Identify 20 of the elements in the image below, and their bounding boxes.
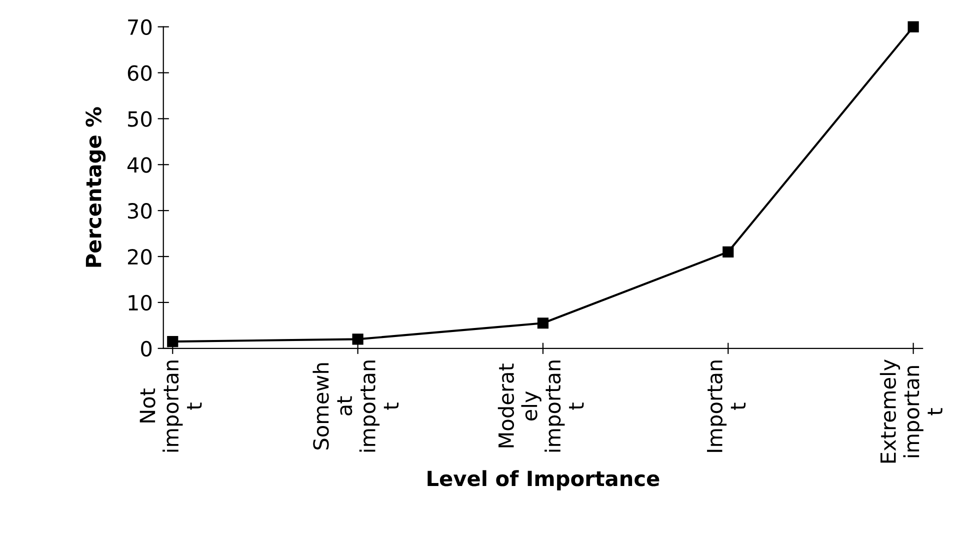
x-tick-label: Not importan t xyxy=(140,360,202,452)
point xyxy=(908,21,919,32)
x-tick-label: Importan t xyxy=(707,360,746,452)
point xyxy=(537,318,549,329)
point xyxy=(167,336,178,348)
x-tick-label: Somewh at importan t xyxy=(312,360,399,452)
point xyxy=(722,246,734,258)
y-tick-label: 20 xyxy=(128,248,152,265)
y-tick-label: 0 xyxy=(141,340,152,357)
y-tick-label: 30 xyxy=(128,203,152,219)
x-tick-label: Moderat ely importan t xyxy=(498,360,584,452)
y-tick-label: 40 xyxy=(127,157,152,173)
x-axis-title: Level of Importance xyxy=(428,470,660,490)
x-tick-label: Extremely importan t xyxy=(880,359,942,463)
y-tick-label: 70 xyxy=(128,19,152,36)
y-tick-label: 60 xyxy=(128,65,152,81)
y-axis-title: Percentage % xyxy=(86,107,106,267)
y-tick-label: 10 xyxy=(128,294,152,311)
point xyxy=(352,334,364,345)
y-tick-label: 50 xyxy=(128,111,152,127)
